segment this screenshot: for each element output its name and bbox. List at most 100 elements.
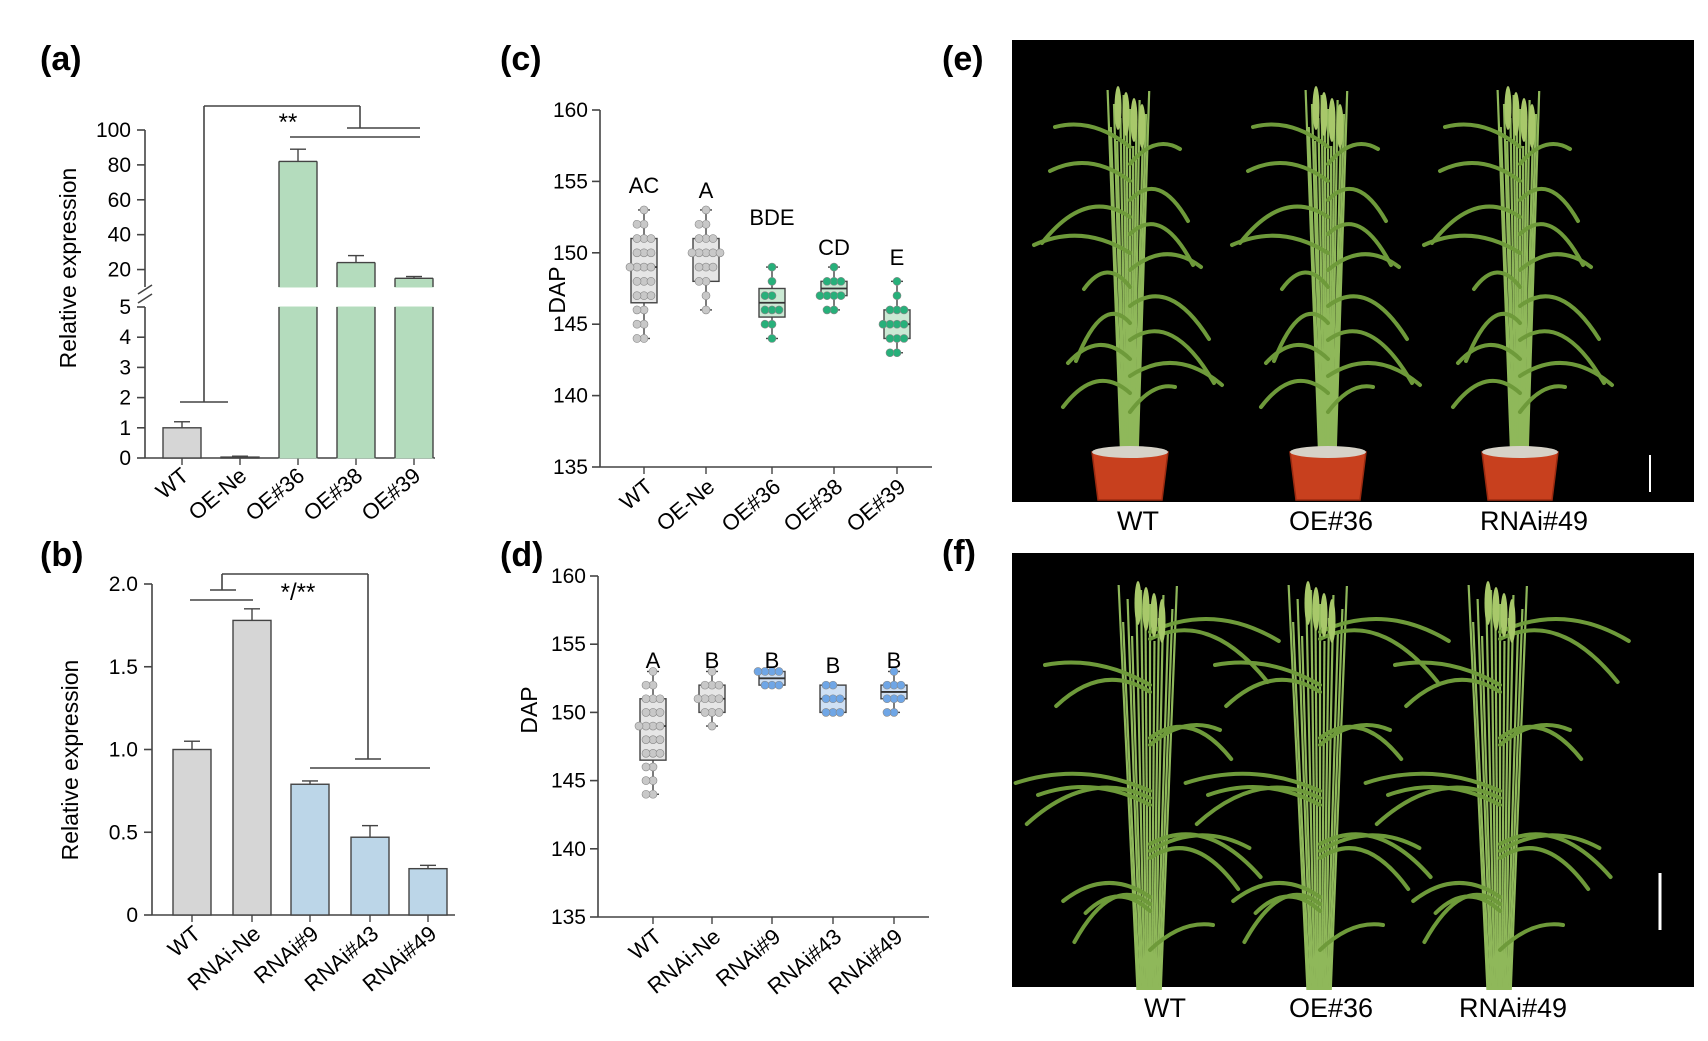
panel-f-photo (1012, 553, 1694, 987)
plant-leaf (1213, 660, 1322, 687)
plant-stem (1150, 640, 1156, 991)
plant-leaf (1498, 723, 1572, 747)
panel-b-tick-label: 1.0 (109, 739, 138, 762)
plant-leaf (1498, 846, 1591, 891)
panel-d-data-point (760, 680, 770, 690)
plant-leaf (1036, 785, 1152, 807)
plant-stem (1287, 584, 1309, 991)
plant-leaf (1386, 785, 1502, 807)
panel-c-data-point (632, 248, 642, 258)
plant-leaf (1128, 384, 1177, 414)
panel-a-axes: 0 1 2 3 4 5 20 40 60 80 100 (96, 119, 435, 470)
plant-leaf (1128, 252, 1203, 272)
panel-c-data-point (760, 319, 770, 329)
panel-a-significance-bracket (180, 105, 420, 403)
panel-c-data-point (885, 334, 895, 343)
panel-b-bar (408, 867, 448, 916)
plant-stem (1136, 90, 1151, 453)
panel-b-significance-label: */** (281, 579, 316, 606)
panel-c-data-point (694, 262, 704, 272)
plant (1032, 86, 1224, 501)
panel-a-label: (a) (40, 40, 82, 78)
panel-d-data-point (641, 776, 651, 785)
panel-c-data-point (632, 234, 642, 243)
plant-leaf (1363, 771, 1502, 793)
panel-a-bar-upper (336, 262, 376, 288)
plant-leaf (1518, 294, 1601, 341)
panel-c-data-point (701, 291, 711, 300)
plant-leaf (1024, 785, 1152, 826)
plant-spike (1492, 587, 1500, 631)
plant-spike (1304, 581, 1312, 625)
panel-c-data-point (632, 319, 642, 329)
plant-leaf (1224, 677, 1322, 708)
plant-leaf (1128, 142, 1182, 166)
panel-d-significance-letter: B (826, 653, 841, 678)
panel-f-label-wt: WT (1144, 993, 1186, 1023)
plant-spike (1512, 92, 1520, 136)
panel-d-tick-label: 150 (551, 701, 586, 724)
panel-a-bars (162, 148, 434, 459)
panel-b-significance-bracket (190, 573, 430, 769)
plant-spike (1130, 98, 1138, 142)
panel-a-bar-lower (278, 306, 318, 459)
panel-d-data-point (714, 680, 724, 690)
plant-leaf (1318, 833, 1422, 853)
plant-leaf (1253, 894, 1322, 915)
plant-leaf (1066, 342, 1132, 365)
panel-c-data-point (822, 277, 832, 286)
panel-a-category-label: OE-Ne (184, 463, 252, 525)
panel-e-label: (e) (942, 40, 984, 78)
plant-stem (1154, 594, 1165, 991)
panel-a-axis-break (137, 284, 153, 295)
plant-leaf (1326, 252, 1401, 272)
plant-leaf (1518, 142, 1572, 166)
plant (1013, 581, 1281, 991)
panel-c-category-label: OE#39 (842, 474, 911, 537)
panel-d-data-point (641, 762, 651, 772)
panel-d-axes: 135 140 145 150 155 160 (551, 565, 929, 929)
panel-c-data-point (646, 234, 656, 243)
panel-b-tick-label: 2.0 (109, 573, 138, 596)
plant-spike (1328, 98, 1336, 142)
plant-stem (1504, 594, 1515, 991)
panel-a-bar (162, 427, 202, 459)
plant-pot (1091, 451, 1169, 501)
plant-stem (1327, 608, 1344, 991)
panel-c-y-axis-title: DAP (544, 266, 570, 313)
panel-c-category-label: OE#36 (717, 474, 786, 537)
panel-d-data-point (641, 789, 651, 799)
plant-stem (1525, 113, 1538, 453)
plant-leaf (1518, 186, 1580, 223)
panel-b-bars (172, 608, 448, 916)
panel-c-data-point (815, 291, 825, 300)
panel-c-data-point (687, 248, 697, 258)
panel-a-tick-label: 100 (96, 119, 131, 142)
plant-leaf (1472, 270, 1522, 291)
panel-d-data-point (641, 680, 651, 690)
panel-a-tick-label: 40 (108, 224, 131, 247)
plant-leaf (1148, 922, 1215, 952)
plant-spike (1320, 593, 1328, 637)
panel-d-data-point (889, 667, 899, 676)
panel-c-data-point (774, 305, 784, 315)
plant-leaf (1128, 294, 1211, 341)
panel-d-data-point (774, 680, 784, 690)
plant-leaf (1433, 894, 1502, 915)
plant-leaf (1043, 660, 1152, 687)
panel-c-data-point (829, 262, 839, 272)
panel-d-data-point (648, 667, 658, 676)
panel-c-data-point (625, 262, 635, 272)
plant-leaf (1374, 785, 1502, 826)
panel-c-data-point (646, 248, 656, 258)
panel-c-data-point (639, 205, 649, 215)
plant-leaf (1231, 880, 1322, 903)
plant-stem (1130, 635, 1144, 991)
panel-a-bar-upper (278, 160, 318, 288)
panel-a-category-label: OE#38 (299, 463, 368, 526)
plant-stem (1502, 617, 1511, 991)
